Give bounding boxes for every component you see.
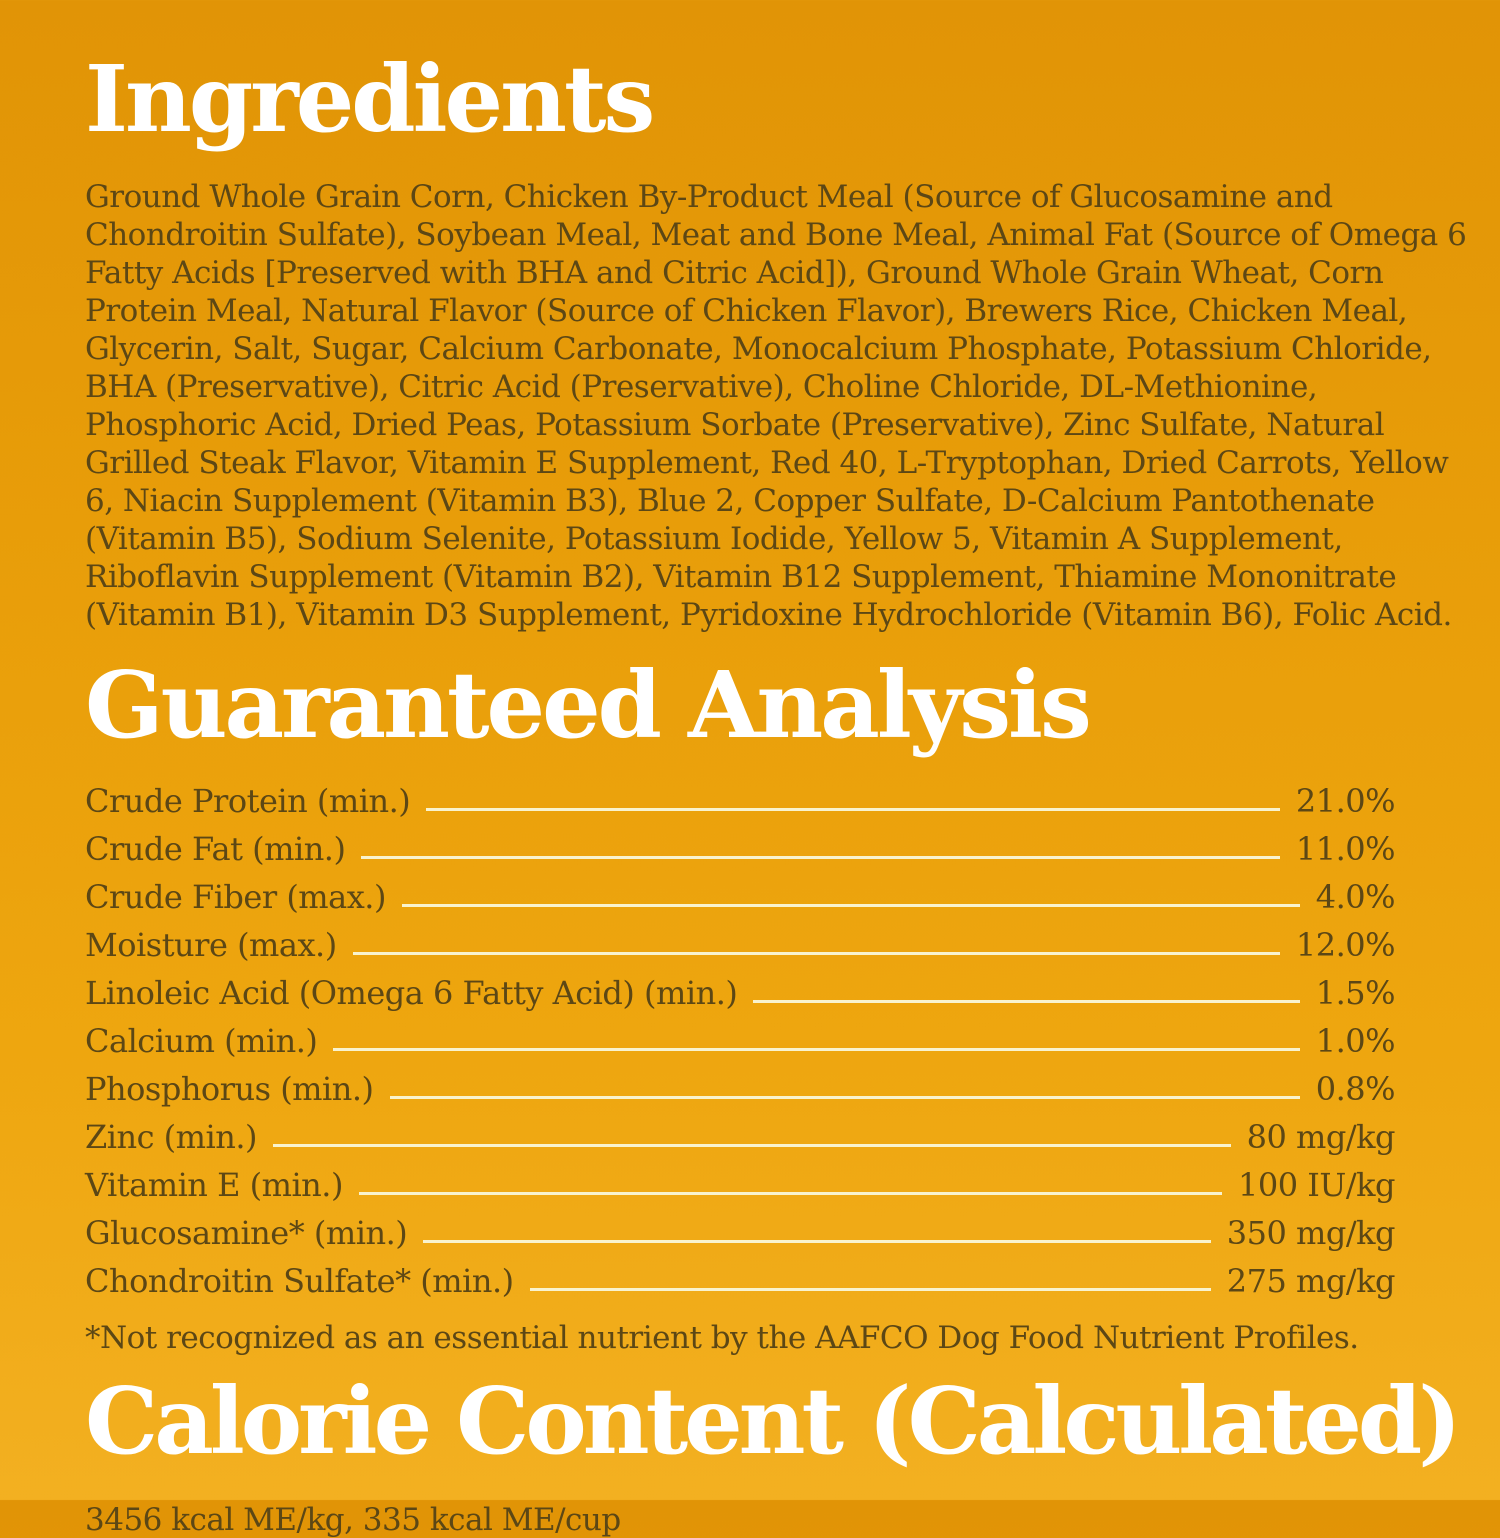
analysis-value: 100 IU/kg [1237, 1166, 1396, 1204]
calorie-content-title: Calorie Content (Calculated) [85, 1367, 1462, 1475]
analysis-row-chondroitin-sulfate: Chondroitin Sulfate* (min.) 275 mg/kg [85, 1252, 1396, 1300]
leader-line [352, 952, 1280, 955]
analysis-row-glucosamine: Glucosamine* (min.) 350 mg/kg [85, 1204, 1396, 1252]
guaranteed-analysis-title: Guaranteed Analysis [85, 651, 1092, 759]
analysis-label: Glucosamine* (min.) [85, 1214, 408, 1252]
analysis-value: 12.0% [1295, 926, 1396, 964]
analysis-row-calcium: Calcium (min.) 1.0% [85, 1012, 1396, 1060]
analysis-label: Crude Fat (min.) [85, 830, 346, 868]
calorie-content-text: 3456 kcal ME/kg, 335 kcal ME/cup [85, 1502, 621, 1538]
analysis-row-moisture: Moisture (max.) 12.0% [85, 916, 1396, 964]
leader-line [423, 1240, 1211, 1243]
analysis-value: 4.0% [1315, 878, 1396, 916]
aafco-footnote: *Not recognized as an essential nutrient… [85, 1320, 1359, 1356]
leader-line [401, 904, 1300, 907]
analysis-label: Crude Protein (min.) [85, 782, 411, 820]
analysis-row-phosphorus: Phosphorus (min.) 0.8% [85, 1060, 1396, 1108]
analysis-label: Vitamin E (min.) [85, 1166, 343, 1204]
analysis-row-linoleic-acid: Linoleic Acid (Omega 6 Fatty Acid) (min.… [85, 964, 1396, 1012]
leader-line [333, 1048, 1300, 1051]
leader-line [753, 1000, 1300, 1003]
analysis-row-crude-fiber: Crude Fiber (max.) 4.0% [85, 868, 1396, 916]
analysis-label: Chondroitin Sulfate* (min.) [85, 1262, 514, 1300]
analysis-value: 0.8% [1315, 1070, 1396, 1108]
analysis-value: 275 mg/kg [1226, 1262, 1396, 1300]
analysis-value: 21.0% [1295, 782, 1396, 820]
ingredients-title: Ingredients [85, 45, 655, 153]
analysis-value: 1.0% [1315, 1022, 1396, 1060]
leader-line [389, 1096, 1300, 1099]
leader-line [361, 856, 1280, 859]
leader-line [273, 1144, 1231, 1147]
analysis-row-crude-fat: Crude Fat (min.) 11.0% [85, 820, 1396, 868]
analysis-value: 350 mg/kg [1226, 1214, 1396, 1252]
analysis-label: Zinc (min.) [85, 1118, 258, 1156]
leader-line [358, 1192, 1222, 1195]
leader-line [529, 1288, 1211, 1291]
analysis-label: Linoleic Acid (Omega 6 Fatty Acid) (min.… [85, 974, 738, 1012]
analysis-value: 1.5% [1315, 974, 1396, 1012]
analysis-row-crude-protein: Crude Protein (min.) 21.0% [85, 772, 1396, 820]
analysis-label: Moisture (max.) [85, 926, 337, 964]
ingredients-text: Ground Whole Grain Corn, Chicken By-Prod… [85, 179, 1467, 633]
pet-food-label: Ingredients Ground Whole Grain Corn, Chi… [85, 45, 1467, 1538]
analysis-row-vitamin-e: Vitamin E (min.) 100 IU/kg [85, 1156, 1396, 1204]
analysis-value: 80 mg/kg [1246, 1118, 1396, 1156]
analysis-label: Calcium (min.) [85, 1022, 318, 1060]
analysis-label: Phosphorus (min.) [85, 1070, 374, 1108]
analysis-label: Crude Fiber (max.) [85, 878, 386, 916]
leader-line [426, 808, 1280, 811]
guaranteed-analysis-table: Crude Protein (min.) 21.0% Crude Fat (mi… [85, 772, 1465, 1300]
analysis-value: 11.0% [1295, 830, 1396, 868]
analysis-row-zinc: Zinc (min.) 80 mg/kg [85, 1108, 1396, 1156]
